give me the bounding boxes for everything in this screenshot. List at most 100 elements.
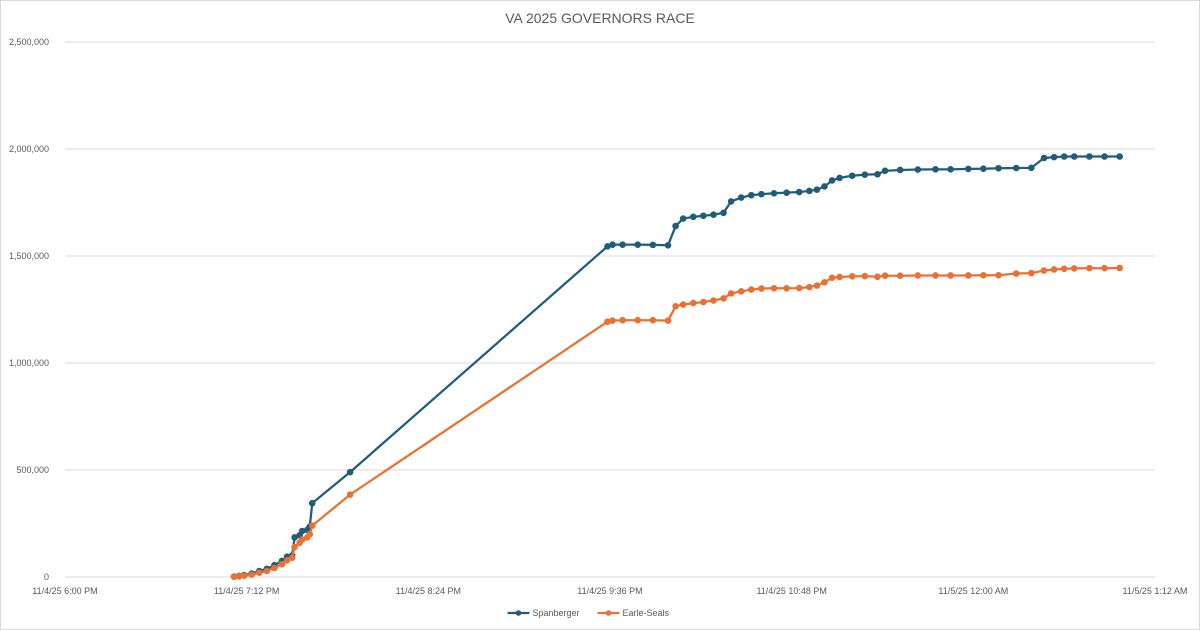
data-point (700, 212, 707, 220)
data-point (248, 571, 256, 578)
data-point (288, 554, 296, 562)
data-point (964, 165, 972, 173)
data-point (1116, 153, 1123, 160)
data-point (995, 271, 1002, 279)
gridlines (65, 41, 1155, 578)
data-point (664, 317, 672, 324)
data-point (980, 271, 987, 279)
data-point (1070, 153, 1078, 160)
series-earle-seals (230, 264, 1123, 581)
data-point (727, 290, 735, 297)
x-tick-label: 11/4/25 9:36 PM (577, 586, 642, 596)
data-point (1040, 267, 1048, 274)
data-point (1070, 265, 1078, 272)
data-point (874, 170, 881, 178)
data-point (747, 286, 755, 293)
data-point (1060, 265, 1068, 273)
y-tick-label: 0 (44, 572, 49, 582)
data-point (1050, 266, 1058, 273)
y-tick-label: 2,000,000 (9, 144, 49, 154)
data-point (806, 283, 813, 291)
data-point (1028, 164, 1035, 172)
data-point (813, 282, 821, 289)
series-line (233, 266, 1120, 578)
x-axis-tick-labels: 11/4/25 6:00 PM 11/4/25 7:12 PM 11/4/25 8:… (32, 586, 1187, 596)
data-point (689, 213, 697, 221)
data-point (821, 183, 828, 190)
data-point (881, 272, 889, 279)
data-point (874, 273, 881, 281)
data-point (861, 171, 869, 178)
data-point (306, 530, 314, 538)
data-point (291, 543, 298, 551)
data-point (947, 166, 954, 173)
data-point (1101, 264, 1108, 272)
data-point (821, 279, 828, 286)
x-tick-label: 11/4/25 7:12 PM (214, 586, 279, 596)
data-point (747, 191, 755, 199)
data-point (1012, 164, 1020, 172)
data-point (813, 186, 821, 193)
data-point (710, 211, 717, 218)
data-point (758, 285, 765, 292)
data-point (634, 316, 642, 324)
data-point (848, 172, 856, 180)
data-point (255, 569, 263, 577)
data-point (1086, 153, 1093, 160)
legend-marker (605, 610, 612, 616)
data-point (828, 177, 836, 184)
data-point (932, 166, 939, 173)
data-point (947, 272, 954, 279)
data-point (679, 301, 687, 308)
x-tick-label: 11/4/25 6:00 PM (32, 586, 97, 596)
data-point (346, 468, 354, 476)
y-tick-label: 1,000,000 (9, 358, 49, 368)
x-tick-label: 11/4/25 8:24 PM (396, 586, 461, 596)
legend-label: Spanberger (533, 608, 580, 618)
data-point (346, 491, 354, 498)
data-point (700, 298, 707, 306)
chart-title: VA 2025 GOVERNORS RACE (505, 10, 695, 26)
data-point (727, 198, 735, 205)
data-point (770, 285, 778, 292)
data-point (828, 274, 836, 282)
data-point (720, 209, 727, 217)
data-point (758, 190, 765, 198)
data-point (932, 272, 939, 279)
data-point (770, 189, 778, 197)
data-point (848, 273, 856, 280)
data-point (836, 174, 843, 182)
data-point (283, 557, 291, 564)
data-point (783, 285, 790, 292)
data-point (1012, 270, 1020, 277)
data-point (619, 316, 626, 324)
data-point (995, 164, 1002, 172)
data-point (672, 222, 679, 230)
data-point (737, 288, 745, 295)
legend-marker (515, 610, 522, 616)
data-point (914, 272, 922, 279)
data-point (720, 295, 727, 302)
data-point (1050, 153, 1058, 161)
x-tick-label: 11/4/25 10:48 PM (756, 586, 826, 596)
data-point (896, 166, 904, 174)
data-point (1028, 269, 1035, 277)
data-point (737, 194, 745, 201)
legend-item: Spanberger (507, 608, 580, 618)
data-point (619, 241, 626, 248)
data-point (649, 316, 657, 324)
data-point (795, 188, 803, 196)
data-point (634, 241, 642, 248)
data-point (1060, 153, 1068, 160)
data-point (609, 317, 616, 324)
data-point (896, 272, 904, 279)
y-tick-label: 500,000 (16, 465, 49, 475)
data-point (861, 272, 869, 280)
y-axis-tick-labels: 0 500,000 1,000,000 1,500,000 2,000,000 2,500… (9, 37, 49, 582)
data-point (672, 302, 679, 310)
series-group (230, 153, 1123, 581)
x-tick-label: 11/5/25 1:12 AM (1123, 586, 1188, 596)
data-point (1116, 264, 1123, 272)
data-point (1101, 153, 1108, 160)
